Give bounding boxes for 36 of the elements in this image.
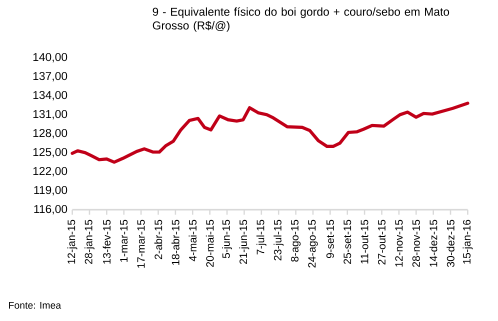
x-tick-label: 14-dez-15 — [429, 220, 438, 267]
x-tick-label: 28-nov-15 — [412, 220, 420, 267]
x-tick-label: 15-jan-16 — [462, 220, 473, 264]
x-tick-label: 24-ago-15 — [308, 220, 318, 268]
x-tick-label: 4-mai-15 — [188, 220, 197, 262]
y-tick-label: 140,00 — [33, 52, 68, 62]
y-tick-label: 116,00 — [34, 204, 68, 214]
y-tick-label: 125,00 — [33, 148, 68, 158]
x-tick-label: 12-jan-15 — [67, 220, 78, 264]
x-tick-label: 28-jan-15 — [84, 220, 94, 264]
x-tick-label: 23-jul-15 — [274, 220, 284, 260]
x-tick-label: 18-abr-15 — [172, 220, 180, 265]
y-tick-label: 137,00 — [33, 72, 68, 82]
y-tick-label: 131,00 — [33, 110, 68, 120]
x-tick-label: 27-out-15 — [378, 220, 386, 265]
x-tick-label: 12-nov-15 — [395, 220, 403, 267]
y-tick-label: 122,00 — [33, 166, 68, 176]
x-tick-label: 21-jun-15 — [239, 220, 250, 264]
x-tick-label: 30-dez-15 — [446, 220, 454, 268]
source-note: Fonte: Imea — [9, 302, 62, 309]
x-tick-label: 9-set-15 — [326, 220, 334, 258]
x-tick-label: 17-mar-15 — [137, 220, 145, 268]
x-tick-label: 1-mar-15 — [120, 220, 128, 262]
y-tick-label: 134,00 — [33, 90, 68, 100]
x-tick-label: 8-ago-15 — [290, 220, 301, 262]
x-tick-label: 25-set-15 — [344, 220, 352, 264]
x-tick-label: 13-fev-15 — [102, 220, 111, 264]
y-tick-label: 119,00 — [34, 186, 68, 196]
x-tick-label: 20-mai-15 — [206, 220, 214, 267]
x-tick-label: 11-out-15 — [360, 220, 368, 264]
chart-title: 9 - Equivalente físico do boi gordo + couro/sebo em Mato Grosso (R$/@) — [152, 7, 450, 32]
x-tick-label: 7-jul-15 — [256, 220, 266, 254]
line-series — [70, 102, 470, 164]
x-tick-label: 2-abr-15 — [154, 220, 162, 260]
x-tick-label: 5-jun-15 — [222, 220, 232, 258]
y-tick-label: 128,00 — [33, 128, 68, 138]
